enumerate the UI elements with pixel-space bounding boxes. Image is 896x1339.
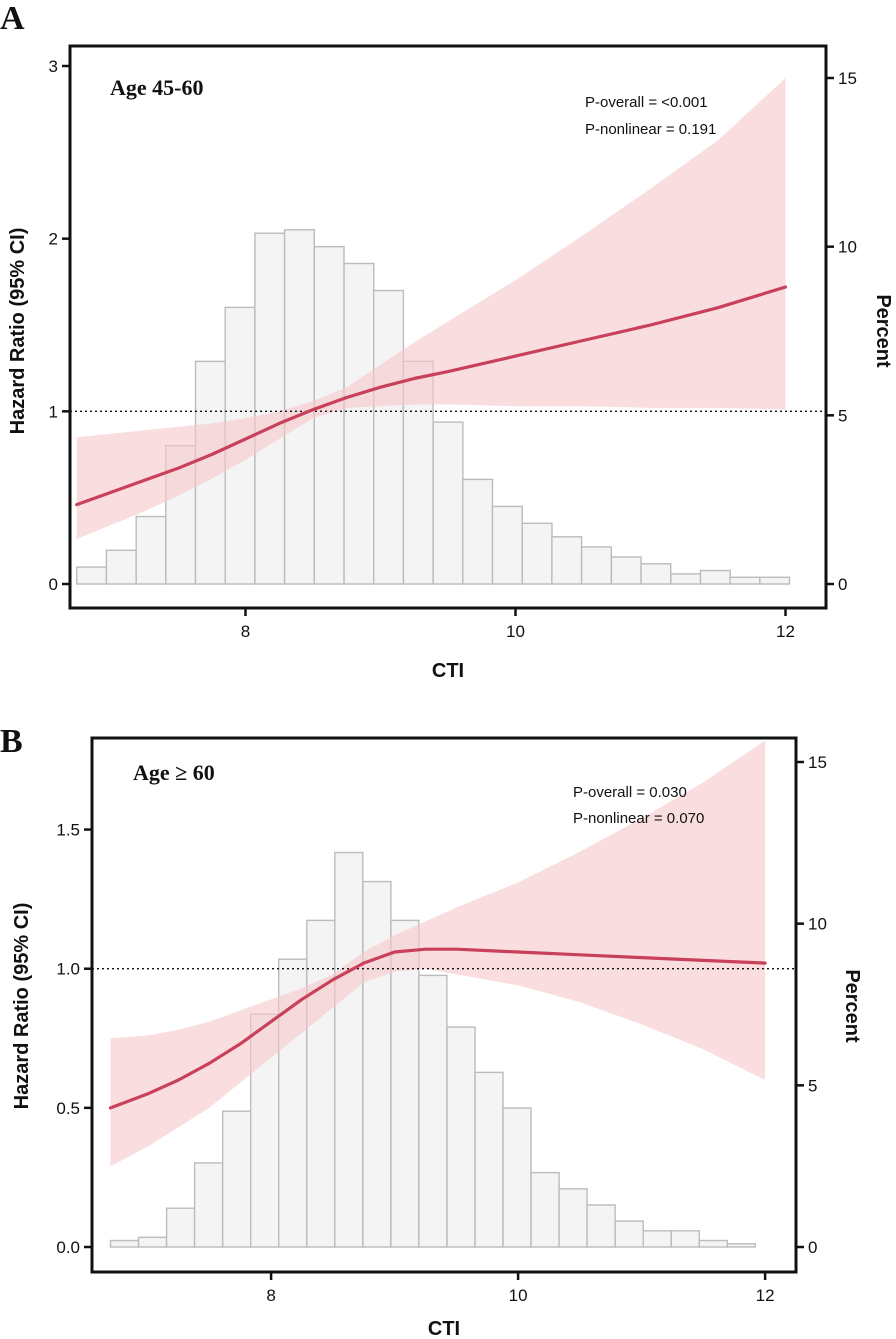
p-nonlinear: P-nonlinear = 0.191: [585, 121, 716, 138]
y2-tick-label: 5: [838, 406, 847, 425]
histogram-bar: [373, 289, 405, 585]
histogram-bar: [670, 1230, 700, 1248]
histogram-bar: [640, 563, 672, 585]
y-tick-label: 0.5: [56, 1099, 80, 1118]
histogram-bar: [432, 421, 464, 585]
histogram-bar: [221, 1110, 252, 1248]
y2-tick-label: 0: [808, 1238, 817, 1257]
histogram-bar: [558, 1188, 588, 1248]
plot-frame: [90, 736, 798, 1274]
y-tick-label: 0.0: [56, 1238, 80, 1257]
y-tick-label: 3: [49, 57, 58, 76]
histogram-bar: [580, 546, 612, 585]
confidence-band-group: [76, 78, 786, 540]
x-tick-label: 10: [506, 622, 525, 641]
left-axis-ticks: 0.0 0.5 1.0 1.5: [56, 821, 92, 1257]
x-axis-title: CTI: [428, 1318, 460, 1339]
histogram-bar: [491, 505, 523, 585]
right-axis-ticks: 0 5 10 15: [826, 69, 857, 594]
y2-tick-label: 0: [838, 575, 847, 594]
histogram-bar: [530, 1171, 560, 1248]
y-tick-label: 1.5: [56, 821, 80, 840]
histogram-bar: [446, 1026, 476, 1248]
x-axis-ticks: 8 10 12: [241, 608, 795, 641]
hazard-curve-group: [75, 285, 788, 507]
histogram-bar: [418, 974, 448, 1248]
y-tick-label: 0: [49, 575, 58, 594]
histogram-bar: [521, 522, 553, 585]
histogram-bar: [193, 1162, 224, 1248]
y2-tick-label: 10: [838, 238, 857, 257]
histogram-bar: [699, 569, 731, 585]
y2-axis-title: Percent: [872, 294, 894, 368]
x-tick-label: 10: [509, 1286, 528, 1305]
x-axis-ticks: 8 10 12: [266, 1272, 775, 1305]
y2-tick-label: 5: [808, 1076, 817, 1095]
histogram-bar: [670, 573, 702, 585]
y-tick-label: 1.0: [56, 960, 80, 979]
y-tick-label: 1: [49, 402, 58, 421]
left-axis-ticks: 0 1 2 3: [49, 57, 70, 594]
histogram-bar: [306, 919, 336, 1248]
subgroup-label: Age ≥ 60: [133, 760, 215, 785]
histogram-bar: [137, 1236, 168, 1248]
y-axis-title: Hazard Ratio (95% CI): [11, 903, 33, 1110]
histogram-bar: [254, 232, 286, 585]
histogram-bar: [729, 576, 761, 585]
p-nonlinear: P-nonlinear = 0.070: [573, 810, 704, 827]
confidence-band: [76, 78, 786, 540]
histogram-bar: [610, 556, 642, 585]
histogram-bar: [343, 262, 375, 585]
panel-label: A: [0, 0, 25, 37]
panel-b: B 0.0 0.5 1.0 1.5 0 5 10 15 8 10 12 Age ≥ 60 P-o…: [0, 723, 863, 1339]
x-axis-title: CTI: [432, 660, 464, 682]
histogram-bar: [362, 880, 392, 1248]
subgroup-label: Age 45-60: [110, 75, 203, 100]
x-tick-label: 12: [756, 1286, 775, 1305]
p-overall: P-overall = <0.001: [585, 94, 708, 111]
histogram-bar: [502, 1107, 532, 1248]
hazard-curve: [108, 947, 767, 1110]
histogram-bar: [551, 536, 583, 585]
histogram-bar: [165, 1207, 196, 1248]
histogram-bar: [642, 1230, 672, 1248]
x-tick-label: 12: [776, 622, 795, 641]
y2-axis-title: Percent: [841, 969, 863, 1043]
histogram-bar: [75, 566, 108, 585]
histogram-bar: [759, 576, 791, 585]
histogram-bar: [109, 1239, 140, 1248]
confidence-band: [110, 740, 766, 1167]
y-axis-title: Hazard Ratio (95% CI): [7, 228, 29, 435]
histogram-bar: [698, 1239, 728, 1248]
y-tick-label: 2: [49, 230, 58, 249]
hazard-curve: [75, 285, 788, 507]
panel-label: B: [0, 723, 23, 760]
hazard-curve-group: [108, 947, 767, 1110]
confidence-band-group: [110, 740, 766, 1167]
histogram-bar: [586, 1204, 616, 1248]
p-overall: P-overall = 0.030: [573, 784, 687, 801]
histogram-bar: [105, 549, 137, 585]
x-tick-label: 8: [241, 622, 250, 641]
plot-frame: [68, 44, 828, 610]
histogram-bar: [135, 515, 167, 585]
x-tick-label: 8: [266, 1286, 275, 1305]
histogram-bar: [614, 1220, 644, 1248]
histogram-bar: [726, 1243, 756, 1248]
histogram-bar: [474, 1071, 504, 1248]
histogram-bar: [334, 851, 364, 1248]
right-axis-ticks: 0 5 10 15: [796, 753, 827, 1257]
y2-tick-label: 15: [838, 69, 857, 88]
y2-tick-label: 10: [808, 915, 827, 934]
histogram-bar: [462, 478, 494, 585]
y2-tick-label: 15: [808, 753, 827, 772]
